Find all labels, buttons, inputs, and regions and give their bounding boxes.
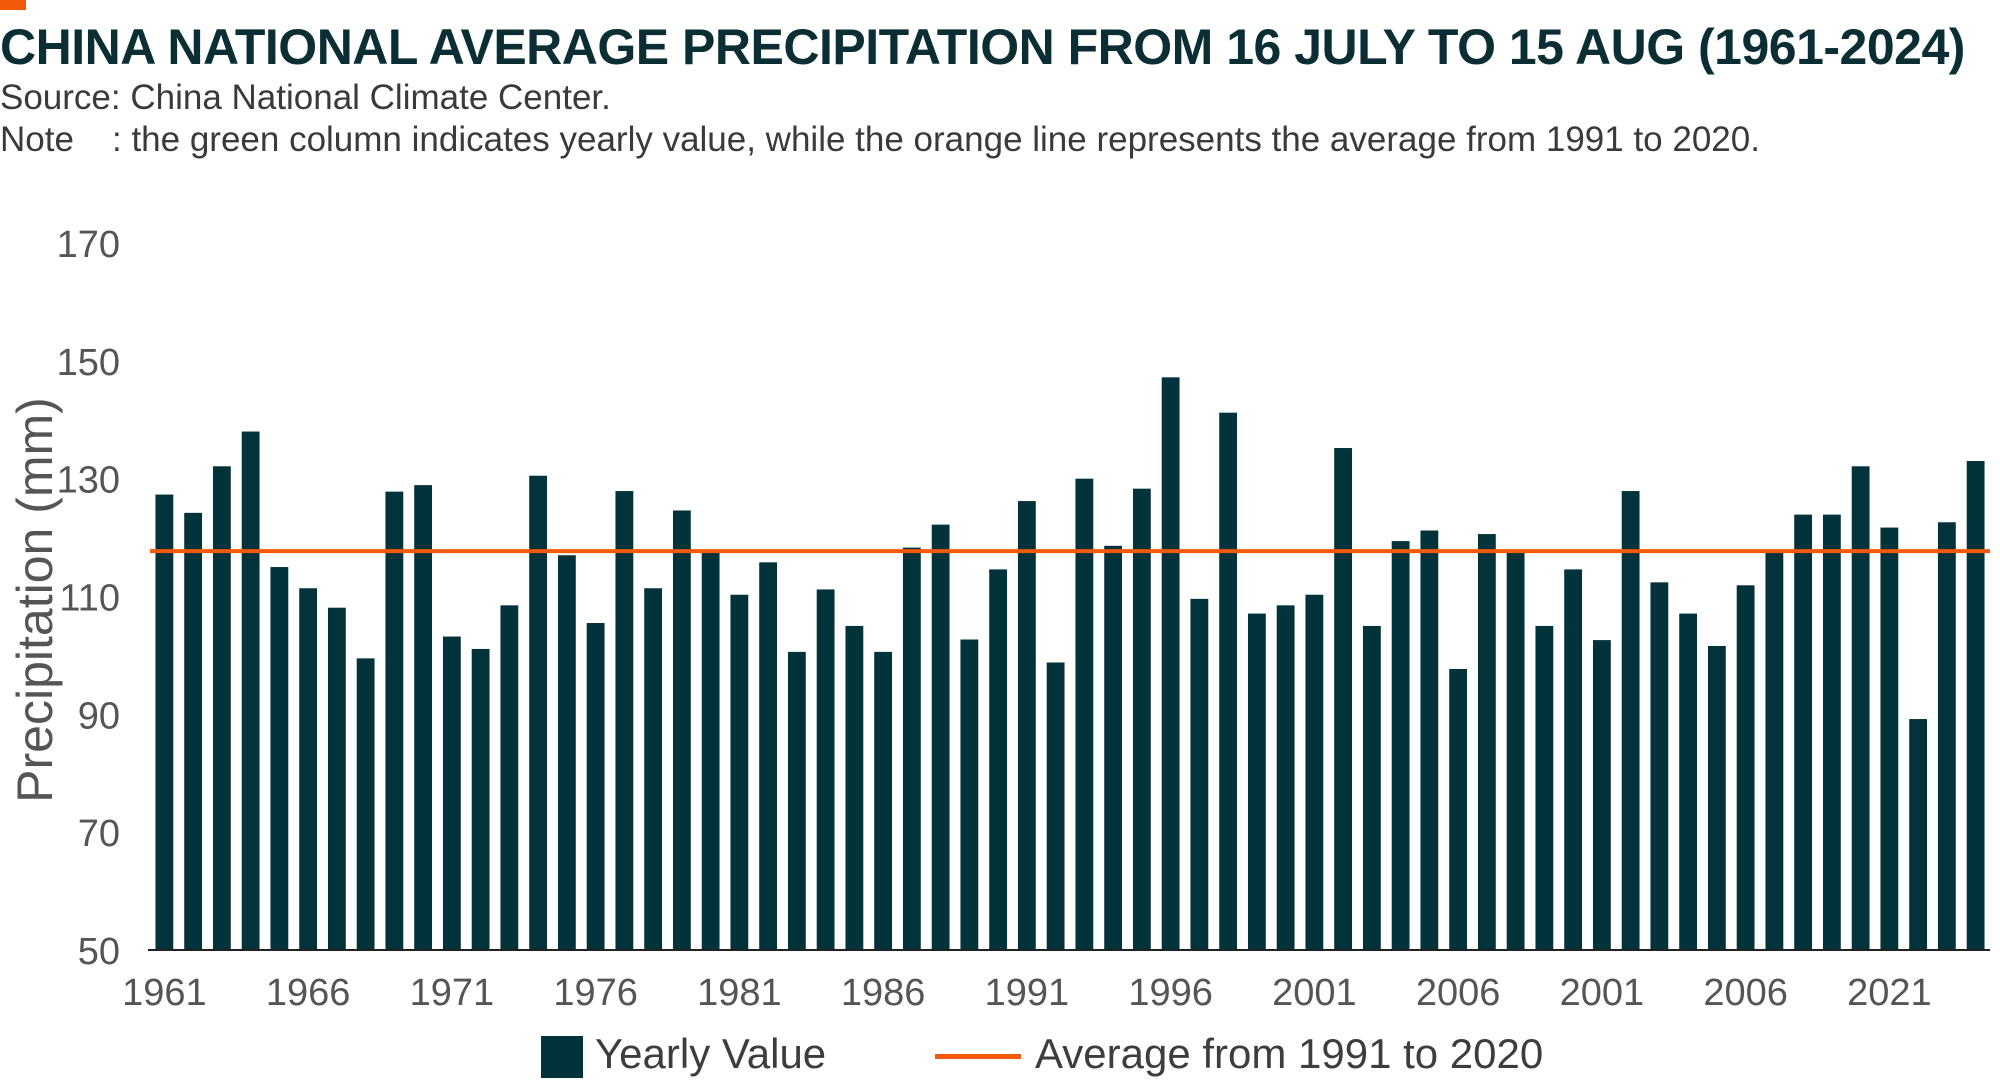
bar-1977	[615, 491, 634, 950]
bar-2012	[1621, 491, 1640, 950]
x-tick-label: 1976	[553, 972, 638, 1014]
bar-2013	[1650, 582, 1669, 950]
legend-average: Average from 1991 to 2020	[935, 1030, 1543, 1090]
x-tick-label: 1981	[697, 972, 782, 1014]
bar-1978	[644, 588, 663, 950]
y-tick-label: 50	[78, 931, 120, 973]
y-tick-label: 150	[57, 342, 120, 384]
title-accent-bar	[0, 0, 26, 10]
bar-2019	[1822, 514, 1841, 950]
y-tick-label: 90	[78, 695, 120, 737]
bar-2024	[1966, 460, 1985, 950]
bar-1968	[356, 658, 375, 950]
y-tick-label: 70	[78, 813, 120, 855]
x-tick-label: 2001	[1272, 972, 1357, 1014]
x-tick-label: 2021	[1847, 972, 1932, 1014]
y-tick-label: 170	[57, 224, 120, 266]
bar-2010	[1564, 569, 1583, 950]
bar-2021	[1880, 527, 1899, 950]
bar-1970	[414, 485, 433, 950]
bar-1993	[1075, 478, 1094, 950]
bar-1999	[1247, 613, 1266, 950]
bar-1982	[759, 562, 778, 950]
bar-2007	[1477, 534, 1496, 950]
bar-1971	[442, 636, 461, 950]
bar-1980	[701, 550, 720, 950]
bar-1984	[816, 589, 835, 950]
bar-1994	[1104, 545, 1123, 950]
legend-swatch-yearly	[541, 1035, 583, 1078]
bar-1998	[1219, 412, 1238, 950]
x-tick-label: 1961	[122, 972, 207, 1014]
x-tick-label: 1991	[985, 972, 1070, 1014]
bar-2001	[1305, 594, 1324, 950]
y-tick-label: 130	[57, 460, 120, 502]
x-tick-label: 2001	[1560, 972, 1645, 1014]
chart-source: Source: China National Climate Center.	[0, 78, 611, 117]
bar-1966	[299, 588, 318, 950]
bar-2015	[1707, 645, 1726, 950]
x-tick-label: 2006	[1416, 972, 1501, 1014]
bar-2004	[1391, 541, 1410, 950]
bar-1983	[787, 651, 806, 950]
bar-2006	[1449, 668, 1468, 950]
bar-2023	[1937, 522, 1956, 950]
bar-1989	[960, 639, 979, 950]
x-tick-label: 1971	[410, 972, 495, 1014]
bar-2008	[1506, 550, 1525, 950]
note-text: : the green column indicates yearly valu…	[112, 120, 1760, 159]
bar-1979	[672, 510, 691, 950]
x-tick-label: 1966	[266, 972, 351, 1014]
y-tick-label: 110	[59, 578, 120, 620]
bar-1992	[1046, 662, 1065, 950]
bar-1995	[1132, 488, 1151, 950]
legend-yearly: Yearly Value	[541, 1030, 826, 1090]
bar-1964	[241, 431, 260, 950]
bar-2003	[1362, 625, 1381, 950]
bar-2009	[1535, 625, 1554, 950]
bar-2000	[1276, 605, 1295, 950]
bar-2017	[1765, 550, 1784, 950]
bar-2022	[1909, 719, 1928, 950]
bar-1963	[212, 466, 231, 950]
bar-2014	[1679, 613, 1698, 950]
y-axis-title: Precipitation (mm)	[7, 397, 63, 803]
legend-label-yearly: Yearly Value	[595, 1030, 827, 1077]
bar-1990	[989, 569, 1008, 950]
bar-1986	[874, 651, 893, 950]
bar-2002	[1334, 448, 1353, 950]
bar-1987	[902, 547, 921, 950]
bar-1974	[529, 475, 548, 950]
bar-1969	[385, 491, 404, 950]
legend-swatch-average	[935, 1054, 1021, 1060]
bar-1988	[931, 524, 950, 950]
bar-1976	[586, 623, 605, 950]
bar-1961	[155, 494, 174, 950]
bar-2018	[1794, 514, 1813, 950]
bar-2020	[1851, 466, 1870, 950]
bar-1973	[500, 605, 519, 950]
chart-note: Note : the green column indicates yearly …	[0, 120, 1760, 160]
x-tick-label: 1996	[1128, 972, 1213, 1014]
bar-1991	[1017, 501, 1036, 950]
chart-title: CHINA NATIONAL AVERAGE PRECIPITATION FRO…	[0, 19, 1965, 75]
bar-1962	[184, 512, 203, 950]
bar-1972	[471, 648, 490, 950]
bar-2016	[1736, 585, 1755, 950]
bar-1981	[730, 594, 749, 950]
bar-1965	[270, 567, 289, 950]
note-label: Note	[0, 120, 74, 159]
bar-1997	[1190, 598, 1209, 950]
bar-1967	[327, 607, 346, 950]
bar-2005	[1420, 530, 1439, 950]
bar-1975	[557, 555, 576, 950]
bar-2011	[1592, 640, 1611, 950]
legend-label-average: Average from 1991 to 2020	[1035, 1030, 1544, 1077]
x-tick-label: 1986	[841, 972, 926, 1014]
bar-1996	[1161, 377, 1180, 951]
x-tick-label: 2006	[1703, 972, 1788, 1014]
bar-1985	[845, 625, 864, 950]
